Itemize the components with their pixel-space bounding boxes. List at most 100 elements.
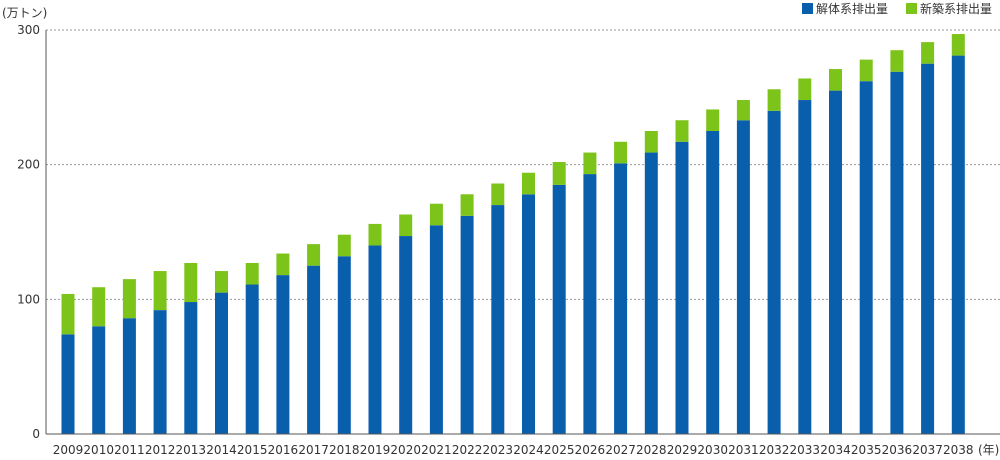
bar-dismantling-2037 bbox=[921, 63, 935, 435]
bar-dismantling-2021 bbox=[429, 225, 443, 434]
bars bbox=[61, 34, 965, 435]
bar-new-construction-2010 bbox=[92, 287, 106, 327]
bar-new-construction-2013 bbox=[184, 262, 198, 303]
bar-dismantling-2014 bbox=[215, 292, 228, 434]
bar-dismantling-2029 bbox=[675, 141, 689, 435]
bar-dismantling-2030 bbox=[706, 131, 720, 434]
bar-new-construction-2020 bbox=[399, 214, 413, 237]
x-tick-label: 2026 bbox=[575, 443, 606, 457]
x-tick-label: 2011 bbox=[114, 443, 145, 457]
y-tick-label: 100 bbox=[17, 292, 40, 306]
x-tick-label: 2028 bbox=[636, 443, 667, 457]
bar-dismantling-2033 bbox=[798, 100, 812, 434]
x-tick-label: 2029 bbox=[667, 443, 698, 457]
bar-dismantling-2019 bbox=[368, 245, 382, 434]
x-tick-label: 2021 bbox=[421, 443, 452, 457]
x-tick-label: 2030 bbox=[697, 443, 728, 457]
bar-new-construction-2036 bbox=[890, 50, 904, 72]
legend: 解体系排出量 新築系排出量 bbox=[802, 1, 992, 16]
bar-new-construction-2024 bbox=[522, 172, 535, 195]
bar-new-construction-2019 bbox=[368, 223, 382, 246]
bar-new-construction-2032 bbox=[767, 89, 781, 111]
x-tick-label: 2015 bbox=[237, 443, 268, 457]
bar-dismantling-2034 bbox=[829, 90, 842, 434]
y-tick-label: 300 bbox=[17, 23, 40, 37]
x-tick-label: 2013 bbox=[176, 443, 207, 457]
x-tick-label: 2010 bbox=[83, 443, 114, 457]
y-tick-label: 0 bbox=[32, 427, 40, 441]
bar-new-construction-2021 bbox=[429, 203, 443, 226]
y-tick-label: 200 bbox=[17, 158, 40, 172]
x-tick-label: 2023 bbox=[483, 443, 514, 457]
bar-dismantling-2010 bbox=[92, 326, 106, 434]
x-tick-label: 2033 bbox=[790, 443, 821, 457]
bar-new-construction-2023 bbox=[491, 183, 505, 206]
bar-new-construction-2035 bbox=[859, 59, 873, 82]
x-tick-label: 2019 bbox=[360, 443, 391, 457]
bar-dismantling-2024 bbox=[522, 194, 535, 434]
x-tick-labels: 2009 2010 2011 2012 2013 2014 2015 2016 2017 2018… bbox=[53, 443, 974, 457]
x-tick-label: 2034 bbox=[820, 443, 851, 457]
x-tick-label: 2016 bbox=[268, 443, 299, 457]
bar-new-construction-2012 bbox=[153, 271, 167, 311]
bar-dismantling-2023 bbox=[491, 205, 505, 434]
x-tick-label: 2024 bbox=[513, 443, 544, 457]
bar-new-construction-2029 bbox=[675, 120, 689, 142]
bar-dismantling-2032 bbox=[767, 110, 781, 435]
bar-dismantling-2016 bbox=[276, 275, 290, 434]
bar-dismantling-2025 bbox=[552, 184, 566, 434]
x-tick-label: 2020 bbox=[390, 443, 421, 457]
y-tick-labels: 0 100 200 300 bbox=[17, 23, 40, 441]
x-tick-label: 2009 bbox=[53, 443, 84, 457]
legend-swatch-dismantling bbox=[802, 3, 813, 14]
legend-label-new-construction: 新築系排出量 bbox=[920, 1, 992, 16]
axes bbox=[45, 30, 1000, 435]
bar-dismantling-2031 bbox=[736, 120, 750, 434]
bar-dismantling-2027 bbox=[614, 163, 628, 434]
bar-dismantling-2038 bbox=[951, 55, 965, 434]
bar-new-construction-2011 bbox=[122, 279, 136, 319]
bar-new-construction-2031 bbox=[736, 100, 750, 121]
x-tick-label: 2012 bbox=[145, 443, 176, 457]
y-unit-label: (万トン) bbox=[2, 6, 47, 20]
x-tick-label: 2038 bbox=[943, 443, 974, 457]
bar-new-construction-2025 bbox=[552, 161, 566, 185]
legend-swatch-new-construction bbox=[906, 3, 917, 14]
bar-dismantling-2022 bbox=[460, 215, 474, 434]
bar-new-construction-2009 bbox=[61, 293, 75, 335]
bar-new-construction-2018 bbox=[337, 234, 351, 257]
bar-new-construction-2033 bbox=[798, 78, 812, 101]
bar-new-construction-2038 bbox=[951, 34, 965, 56]
bar-new-construction-2034 bbox=[829, 69, 842, 91]
x-tick-label: 2022 bbox=[452, 443, 483, 457]
bar-new-construction-2015 bbox=[245, 262, 259, 285]
bar-new-construction-2028 bbox=[644, 131, 658, 153]
bar-dismantling-2012 bbox=[153, 310, 167, 434]
x-tick-label: 2017 bbox=[298, 443, 329, 457]
bar-new-construction-2014 bbox=[215, 271, 228, 293]
bar-new-construction-2022 bbox=[460, 194, 474, 216]
bar-dismantling-2026 bbox=[583, 174, 597, 435]
x-tick-label: 2031 bbox=[728, 443, 759, 457]
x-tick-label: 2018 bbox=[329, 443, 360, 457]
x-tick-label: 2036 bbox=[882, 443, 913, 457]
bar-new-construction-2030 bbox=[706, 109, 720, 131]
legend-label-dismantling: 解体系排出量 bbox=[816, 2, 888, 16]
bar-new-construction-2026 bbox=[583, 152, 597, 175]
bar-dismantling-2028 bbox=[644, 152, 658, 434]
bar-dismantling-2018 bbox=[337, 256, 351, 434]
bar-dismantling-2036 bbox=[890, 71, 904, 434]
bar-new-construction-2016 bbox=[276, 253, 290, 276]
x-tick-label: 2025 bbox=[544, 443, 575, 457]
bar-dismantling-2009 bbox=[61, 334, 75, 434]
bar-dismantling-2017 bbox=[307, 265, 321, 434]
bar-dismantling-2020 bbox=[399, 236, 413, 434]
bar-new-construction-2027 bbox=[614, 141, 628, 164]
x-tick-label: 2035 bbox=[851, 443, 882, 457]
x-tick-label: 2027 bbox=[605, 443, 636, 457]
bar-new-construction-2037 bbox=[921, 42, 935, 64]
x-tick-label: 2014 bbox=[206, 443, 237, 457]
x-tick-label: 2037 bbox=[912, 443, 943, 457]
x-tick-label: 2032 bbox=[759, 443, 790, 457]
